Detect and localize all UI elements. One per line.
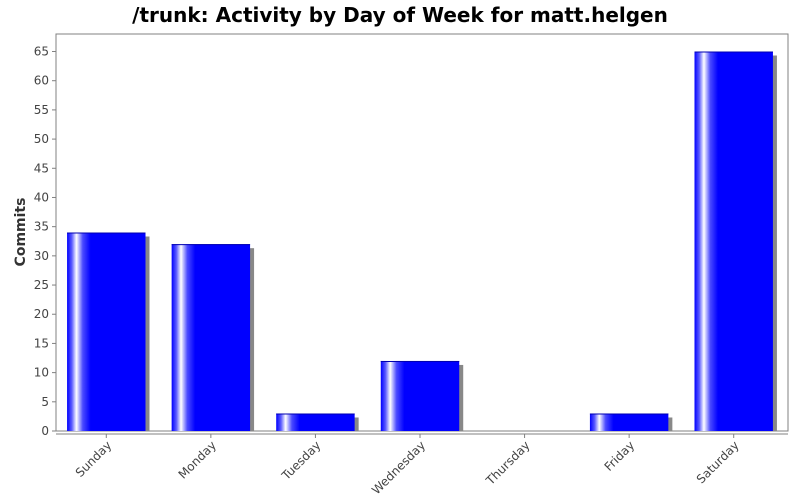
y-tick-label: 25 <box>34 278 49 292</box>
x-tick-label-saturday: Saturday <box>694 438 742 486</box>
y-tick-label: 35 <box>34 220 49 234</box>
x-tick-label-thursday: Thursday <box>483 438 533 488</box>
x-tick-label-wednesday: Wednesday <box>369 438 428 497</box>
y-tick-label: 45 <box>34 161 49 175</box>
y-tick-label: 50 <box>34 132 49 146</box>
y-tick-label: 40 <box>34 190 49 204</box>
bar-tuesday <box>276 413 355 431</box>
bar-monday <box>171 244 251 431</box>
bar-wednesday <box>380 360 460 431</box>
y-tick-label: 5 <box>41 395 49 409</box>
y-tick-label: 65 <box>34 45 49 59</box>
bar-friday <box>589 413 669 431</box>
x-tick-label-sunday: Sunday <box>73 438 115 480</box>
y-tick-label: 30 <box>34 249 49 263</box>
y-tick-label: 10 <box>34 366 49 380</box>
x-tick-label-tuesday: Tuesday <box>278 438 323 483</box>
y-tick-label: 20 <box>34 307 49 321</box>
y-tick-label: 60 <box>34 74 49 88</box>
y-tick-label: 55 <box>34 103 49 117</box>
bar-saturday <box>694 51 773 431</box>
bar-sunday <box>67 232 146 431</box>
y-tick-label: 0 <box>41 424 49 438</box>
y-axis: 0 5 10 15 20 25 30 35 40 45 50 55 60 65 <box>34 45 56 438</box>
y-tick-label: 15 <box>34 336 49 350</box>
chart-title: /trunk: Activity by Day of Week for matt… <box>132 3 668 27</box>
bars <box>67 51 777 431</box>
x-axis: Sunday Monday Tuesday Wednesday Thursday Frid… <box>73 434 742 497</box>
y-axis-title: Commits <box>13 198 29 267</box>
x-tick-label-monday: Monday <box>176 438 219 481</box>
x-tick-label-friday: Friday <box>602 438 638 474</box>
